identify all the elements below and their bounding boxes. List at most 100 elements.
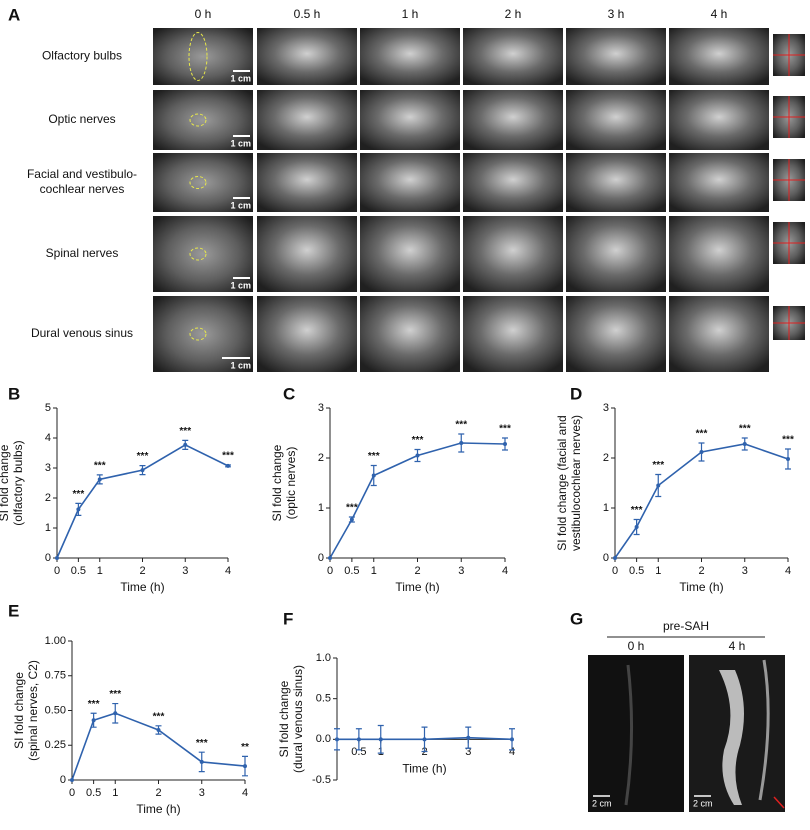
significance: *** (88, 699, 100, 710)
mri-image (669, 153, 769, 212)
x-tick-label: 0.5 (344, 565, 359, 577)
y-tick-label: 2 (603, 452, 609, 464)
y-axis-label: (olfactory bulbs) (11, 440, 25, 525)
x-tick-label: 4 (225, 565, 231, 577)
y-tick-label: 5 (45, 402, 51, 414)
panel-label: A (8, 5, 20, 24)
y-axis-label: SI fold change (0, 444, 11, 521)
data-point (226, 463, 230, 468)
significance: *** (346, 503, 358, 514)
mri-image (566, 90, 666, 150)
data-line (614, 443, 789, 559)
column-header: 4 h (729, 639, 746, 653)
mri-structure (719, 670, 744, 805)
mri-structure (758, 659, 770, 801)
x-axis-label: Time (h) (136, 802, 180, 816)
x-tick-label: 0.5 (86, 787, 101, 799)
data-point (742, 442, 747, 446)
data-point (786, 457, 790, 461)
data-point (140, 468, 145, 473)
y-axis-label: vestibulocochlear nerves) (569, 415, 583, 551)
panel-label: E (8, 601, 19, 620)
significance: *** (73, 489, 85, 500)
mri-image (360, 90, 460, 150)
significance: *** (782, 435, 794, 446)
x-tick-label: 4 (509, 746, 515, 758)
x-tick-label: 1 (112, 787, 118, 799)
x-tick-label: 2 (155, 787, 161, 799)
mri-image (669, 90, 769, 150)
panel-label: C (283, 384, 295, 403)
y-tick-label: -0.5 (312, 774, 331, 786)
data-line (329, 442, 506, 559)
mri-image (463, 28, 563, 85)
roi-outline (189, 327, 207, 341)
y-tick-label: 0.25 (45, 739, 66, 751)
y-tick-label: 3 (45, 462, 51, 474)
y-tick-label: 0 (60, 774, 66, 786)
x-tick-label: 0 (69, 787, 75, 799)
mri-image (360, 216, 460, 292)
significance: *** (179, 426, 191, 437)
significance: *** (652, 460, 664, 471)
y-tick-label: 1.0 (316, 652, 331, 664)
roi-outline (188, 32, 208, 81)
significance: *** (222, 451, 234, 462)
x-tick-label: 0 (54, 565, 60, 577)
data-point (656, 483, 661, 488)
significance: *** (455, 420, 467, 431)
significance: *** (631, 505, 643, 516)
data-point (699, 450, 704, 454)
significance: *** (739, 424, 751, 435)
column-header: 0 h (195, 7, 212, 21)
significance: *** (696, 429, 708, 440)
mri-image (153, 216, 253, 292)
x-tick-label: 4 (502, 565, 508, 577)
scale-bar-label: 1 cm (230, 200, 251, 210)
mri-image (463, 153, 563, 212)
data-point (55, 556, 59, 560)
data-point (76, 507, 81, 512)
y-axis-label: SI fold change (270, 444, 284, 521)
mri-image (257, 153, 357, 212)
x-tick-label: 4 (785, 565, 791, 577)
scale-bar-label: 1 cm (230, 280, 251, 290)
mri-image (153, 153, 253, 212)
y-tick-label: 0 (45, 552, 51, 564)
data-point (503, 442, 507, 446)
scale-bar-label: 2 cm (592, 798, 612, 808)
x-tick-label: 1 (371, 565, 377, 577)
data-point (378, 737, 383, 742)
row-label: cochlear nerves (40, 182, 125, 196)
mri-image (257, 28, 357, 85)
mri-image (566, 153, 666, 212)
mri-image (566, 296, 666, 372)
significance: *** (368, 451, 380, 462)
roi-outline (189, 113, 207, 127)
y-axis-label: SI fold change (277, 680, 291, 757)
mri-image (360, 28, 460, 85)
data-point (328, 556, 332, 560)
data-line (337, 736, 513, 741)
mri-image (463, 90, 563, 150)
x-tick-label: 2 (421, 746, 427, 758)
y-tick-label: 4 (45, 432, 51, 444)
data-point (510, 737, 514, 742)
scale-bar-label: 1 cm (230, 360, 251, 370)
x-tick-label: 2 (698, 565, 704, 577)
y-tick-label: 3 (603, 402, 609, 414)
mri-image (566, 216, 666, 292)
y-tick-label: 1 (45, 522, 51, 534)
row-label: Spinal nerves (46, 246, 119, 260)
x-tick-label: 0 (327, 565, 333, 577)
roi-outline (189, 247, 207, 261)
data-point (335, 737, 339, 742)
data-point (634, 525, 639, 529)
x-tick-label: 0.5 (629, 565, 644, 577)
y-tick-label: 1.00 (45, 635, 66, 647)
y-axis-label: (dural venous sinus) (291, 665, 305, 773)
scale-bar-label: 1 cm (230, 73, 251, 83)
mri-image (360, 296, 460, 372)
data-point (349, 517, 354, 522)
